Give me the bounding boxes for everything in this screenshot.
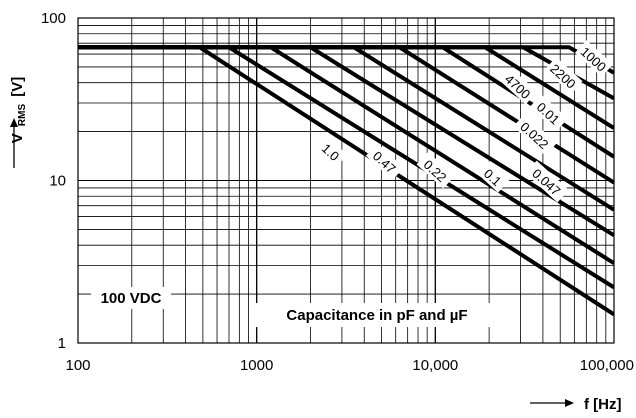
y-tick-labels: 1 10 100 [41, 10, 66, 352]
x-axis-title: f [Hz] [584, 396, 622, 413]
y-tick-label: 1 [58, 335, 66, 352]
x-tick-label: 1000 [240, 357, 273, 374]
y-axis-subscript: RMS [17, 104, 28, 127]
curve-label-group: 1000 [575, 40, 614, 77]
capacitance-note-box: Capacitance in pF and µF [250, 303, 504, 327]
x-tick-label: 10,000 [412, 357, 458, 374]
plot-frame [77, 17, 615, 344]
x-axis-arrow [530, 399, 574, 407]
y-axis-arrow [10, 118, 18, 168]
y-axis-main: V [9, 133, 26, 143]
series-4700 [78, 45, 614, 130]
y-axis-title: V RMS [V] [9, 77, 29, 144]
capacitance-curves [78, 45, 614, 317]
x-tick-label: 100,000 [580, 357, 634, 374]
y-tick-label: 100 [41, 10, 66, 27]
svg-text:V RMS [V]: V RMS [V] [9, 77, 29, 144]
x-tick-label: 100 [65, 357, 90, 374]
y-axis-unit: [V] [9, 77, 26, 97]
voltage-limit-box: 100 VDC [91, 287, 171, 309]
y-tick-label: 10 [49, 173, 66, 190]
x-tick-labels: 100 1000 10,000 100,000 [65, 357, 634, 374]
voltage-limit-label: 100 VDC [101, 290, 162, 307]
capacitance-note: Capacitance in pF and µF [286, 307, 467, 324]
